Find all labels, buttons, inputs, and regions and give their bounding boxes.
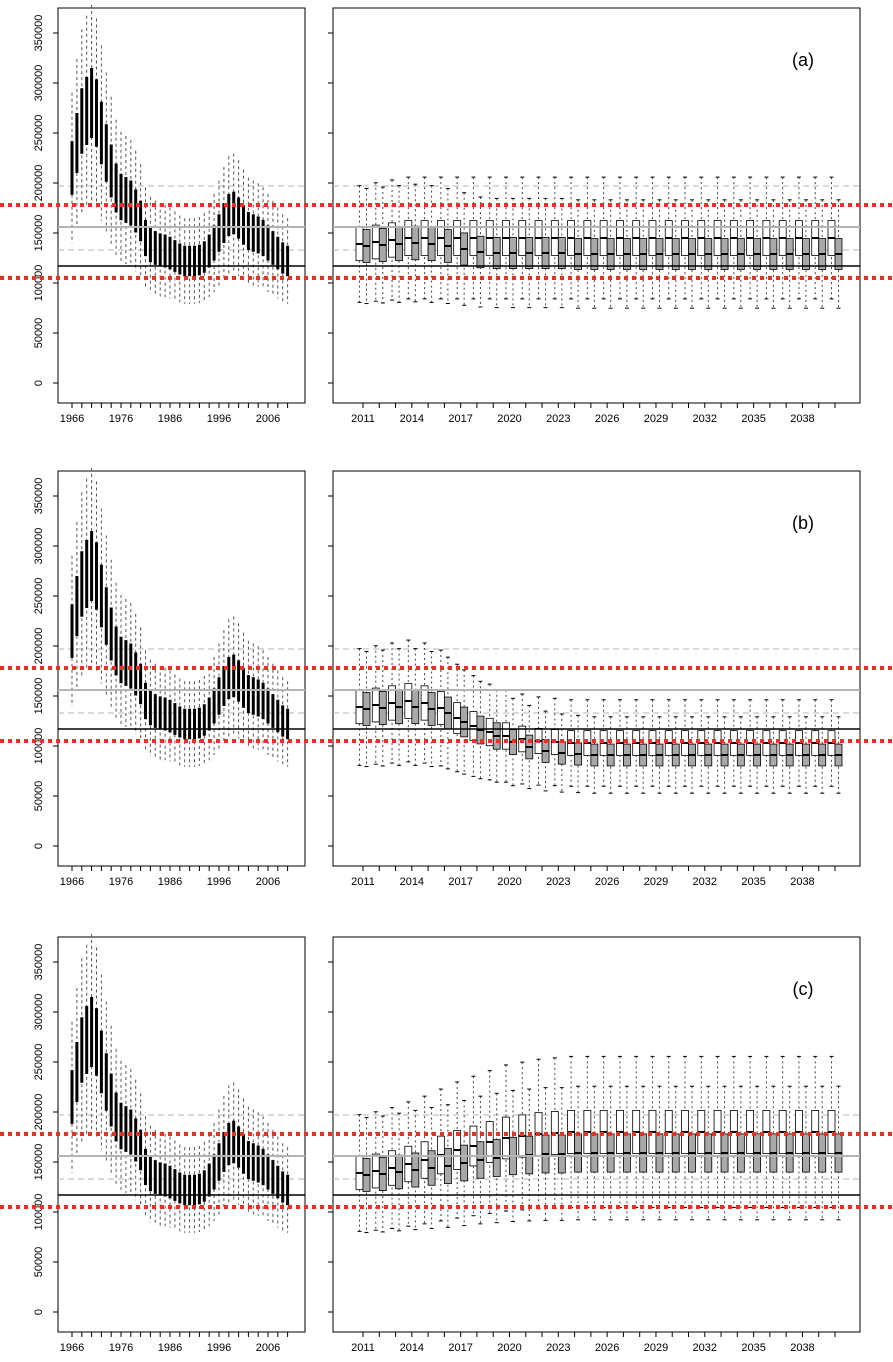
historical-panel: 0 50000 100000 150000 200000 250000 300000 3500…	[33, 5, 306, 425]
x-tick-label: 2029	[644, 413, 668, 425]
plot-frame	[332, 7, 861, 404]
x-tick-label: 2032	[693, 876, 717, 888]
x-tick-label: 2038	[790, 413, 814, 425]
y-tick-label: 200000	[33, 165, 45, 202]
x-tick-label: 2023	[546, 876, 570, 888]
y-tick-label: 250000	[33, 578, 45, 615]
x-tick-label: 2006	[256, 876, 280, 888]
x-tick-label: 2020	[497, 413, 521, 425]
historical-panel: 0 50000 100000 150000 200000 250000 300000 3500…	[33, 934, 306, 1354]
x-tick-label: 2020	[497, 876, 521, 888]
panel-row-2: 0 50000 100000 150000 200000 250000 300000 3500…	[0, 468, 893, 888]
x-tick-label: 1996	[207, 413, 231, 425]
y-tick-label: 350000	[33, 15, 45, 52]
y-tick-label: 200000	[33, 1094, 45, 1131]
panel-label: (b)	[792, 513, 814, 533]
y-tick-label: 0	[33, 380, 45, 386]
y-tick-label: 150000	[33, 1144, 45, 1181]
x-tick-label: 1976	[109, 413, 133, 425]
y-tick-label: 250000	[33, 115, 45, 152]
y-tick-label: 300000	[33, 65, 45, 102]
panel-row-3: 0 50000 100000 150000 200000 250000 300000 3500…	[0, 934, 893, 1354]
y-tick-label: 0	[33, 843, 45, 849]
y-tick-label: 300000	[33, 994, 45, 1031]
x-tick-label: 1966	[60, 413, 84, 425]
x-tick-label: 2014	[400, 876, 424, 888]
y-tick-label: 0	[33, 1309, 45, 1315]
x-tick-label: 2026	[595, 1342, 619, 1354]
y-tick-label: 100000	[33, 728, 45, 765]
x-tick-label: 2029	[644, 876, 668, 888]
x-tick-label: 1986	[158, 413, 182, 425]
x-tick-label: 2029	[644, 1342, 668, 1354]
panel-label: (a)	[792, 50, 814, 70]
projection-panel: 2011 2014 2017 2020 2023 2026 2029 2032 2035 2038…	[328, 7, 861, 425]
x-tick-label: 2026	[595, 413, 619, 425]
y-tick-label: 50000	[33, 318, 45, 349]
x-tick-label: 2023	[546, 413, 570, 425]
x-tick-label: 2006	[256, 413, 280, 425]
x-tick-label: 1986	[158, 1342, 182, 1354]
y-tick-label: 150000	[33, 215, 45, 252]
x-tick-label: 1996	[207, 1342, 231, 1354]
x-tick-label: 2006	[256, 1342, 280, 1354]
x-tick-label: 1976	[109, 876, 133, 888]
x-tick-label: 2017	[448, 1342, 472, 1354]
y-tick-label: 350000	[33, 944, 45, 981]
projection-panel: 2011 2014 2017 2020 2023 2026 2029 2032 2035 2038…	[328, 470, 861, 888]
plot-frame	[332, 470, 861, 867]
projection-panel: 2011 2014 2017 2020 2023 2026 2029 2032 2035 2038…	[328, 936, 861, 1354]
x-tick-label: 1966	[60, 876, 84, 888]
x-tick-label: 2011	[351, 876, 375, 888]
panel-label: (c)	[793, 979, 814, 999]
y-tick-label: 150000	[33, 678, 45, 715]
x-tick-label: 2026	[595, 876, 619, 888]
y-tick-label: 300000	[33, 528, 45, 565]
x-tick-label: 2017	[448, 413, 472, 425]
x-tick-label: 2032	[693, 413, 717, 425]
x-tick-label: 2011	[351, 413, 375, 425]
x-tick-label: 2038	[790, 876, 814, 888]
x-tick-label: 2023	[546, 1342, 570, 1354]
y-tick-label: 50000	[33, 1247, 45, 1278]
x-tick-label: 2035	[741, 1342, 765, 1354]
x-tick-label: 2038	[790, 1342, 814, 1354]
y-tick-label: 250000	[33, 1044, 45, 1081]
x-tick-label: 2035	[741, 876, 765, 888]
x-tick-label: 1966	[60, 1342, 84, 1354]
x-tick-label: 2014	[400, 413, 424, 425]
historical-panel: 0 50000 100000 150000 200000 250000 300000 3500…	[33, 468, 306, 888]
y-tick-label: 100000	[33, 265, 45, 302]
x-tick-label: 2017	[448, 876, 472, 888]
x-tick-label: 1996	[207, 876, 231, 888]
y-tick-label: 100000	[33, 1194, 45, 1231]
x-tick-label: 2020	[497, 1342, 521, 1354]
y-tick-label: 350000	[33, 478, 45, 515]
y-tick-label: 200000	[33, 628, 45, 665]
x-tick-label: 2035	[741, 413, 765, 425]
y-tick-label: 50000	[33, 781, 45, 812]
x-tick-label: 2014	[400, 1342, 424, 1354]
x-tick-label: 1976	[109, 1342, 133, 1354]
x-tick-label: 2011	[351, 1342, 375, 1354]
panel-row-1: 0 50000 100000 150000 200000 250000 300000 3500…	[0, 5, 893, 425]
x-tick-label: 2032	[693, 1342, 717, 1354]
x-tick-label: 1986	[158, 876, 182, 888]
